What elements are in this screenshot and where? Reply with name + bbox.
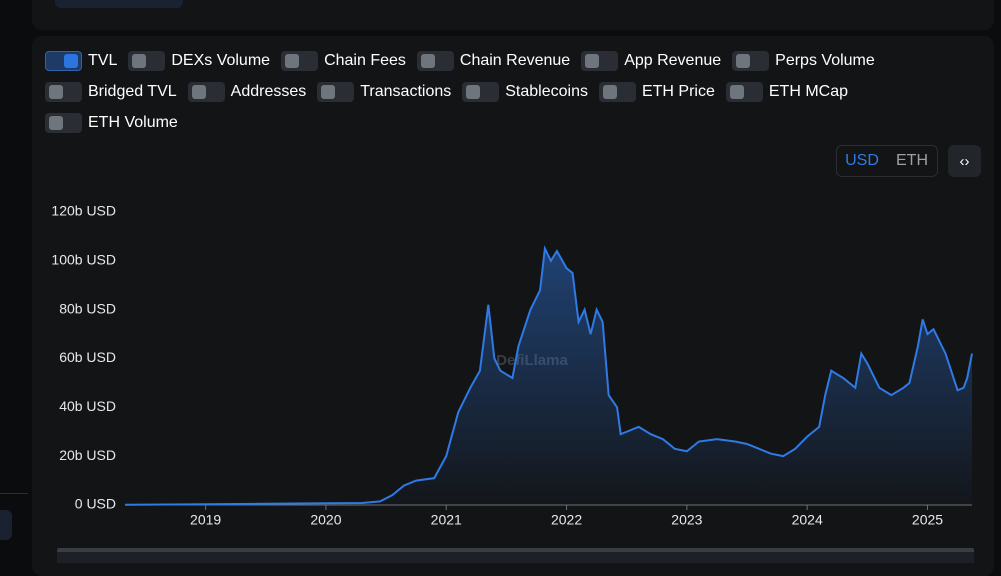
switch <box>581 51 619 71</box>
x-tick-label: 2023 <box>671 512 702 528</box>
toggle-label: Chain Fees <box>324 52 406 69</box>
switch-knob <box>729 85 744 99</box>
top-panel <box>32 0 994 30</box>
toggle-label: Transactions <box>360 83 452 100</box>
toggle[interactable]: App Revenue <box>581 50 721 72</box>
toggle-label: Stablecoins <box>505 83 588 100</box>
toggle-label: Perps Volume <box>775 52 875 69</box>
switch <box>317 82 355 102</box>
toggle-label: DEXs Volume <box>171 52 271 69</box>
switch-knob <box>49 85 63 99</box>
switch <box>45 51 82 71</box>
toggle-label: Chain Revenue <box>459 52 571 69</box>
range-track <box>57 552 974 563</box>
sidebar-divider <box>0 493 28 494</box>
switch <box>281 51 319 71</box>
toggle-label: Addresses <box>230 83 307 100</box>
toggle-label: ETH Volume <box>88 114 178 131</box>
y-tick-label: 100b USD <box>51 252 116 268</box>
toggle-label: ETH Price <box>641 83 715 100</box>
page: TVL DEXs Volume Chain Fees Chain Revenue App… <box>0 0 994 563</box>
switch-knob <box>736 54 751 68</box>
y-tick-label: 0 USD <box>75 496 116 512</box>
sidebar-item[interactable] <box>0 510 12 540</box>
toggle-label: App Revenue <box>624 52 722 69</box>
currency-option[interactable]: USD <box>845 152 879 169</box>
metric-toggles: TVL DEXs Volume Chain Fees Chain Revenue App… <box>45 50 885 134</box>
y-tick-label: 120b USD <box>51 203 116 219</box>
switch-knob <box>191 85 206 99</box>
switch <box>128 51 166 71</box>
switch-knob <box>602 85 617 99</box>
area <box>125 248 972 505</box>
x-tick-label: 2022 <box>551 512 582 528</box>
switch <box>725 82 763 102</box>
switch <box>45 113 82 133</box>
toggle[interactable]: ETH Volume <box>45 112 178 134</box>
x-tick-label: 2025 <box>912 512 943 528</box>
top-button[interactable] <box>55 0 183 8</box>
line <box>124 245 973 506</box>
toggle[interactable]: ETH Price <box>598 81 715 103</box>
toggle-label: ETH MCap <box>768 83 848 100</box>
toggle[interactable]: Chain Fees <box>281 50 406 72</box>
switch <box>732 51 770 71</box>
toggle[interactable]: DEXs Volume <box>128 50 270 72</box>
y-tick-label: 80b USD <box>59 300 116 316</box>
currency-switch: USD ETH <box>836 145 938 177</box>
toggle[interactable]: Addresses <box>187 81 307 103</box>
currency-option[interactable]: ETH <box>896 152 928 169</box>
y-tick-label: 40b USD <box>59 398 116 414</box>
switch-knob <box>64 54 78 68</box>
switch <box>187 82 225 102</box>
switch-knob <box>321 85 336 99</box>
switch-knob <box>585 54 600 68</box>
toggle-label: Bridged TVL <box>88 83 177 100</box>
x-tick-label: 2021 <box>431 512 462 528</box>
switch <box>416 51 454 71</box>
switch-knob <box>466 85 481 99</box>
y-tick-label: 20b USD <box>59 447 116 463</box>
toggle[interactable]: Stablecoins <box>462 81 588 103</box>
toggle[interactable]: Chain Revenue <box>416 50 571 72</box>
toggle[interactable]: ETH MCap <box>725 81 848 103</box>
x-tick-label: 2024 <box>792 512 823 528</box>
x-tick-label: 2020 <box>310 512 341 528</box>
switch-knob <box>132 54 147 68</box>
switch <box>462 82 500 102</box>
embed-button[interactable]: ‹› <box>948 145 981 177</box>
switch <box>598 82 636 102</box>
toggle[interactable]: TVL <box>45 50 117 72</box>
toggle-label: TVL <box>88 52 118 69</box>
switch-knob <box>285 54 300 68</box>
x-tick-label: 2019 <box>190 512 221 528</box>
switch-knob <box>420 54 435 68</box>
y-tick-label: 60b USD <box>59 349 116 365</box>
toggle[interactable]: Bridged TVL <box>45 81 177 103</box>
switch <box>45 82 82 102</box>
toggle[interactable]: Transactions <box>317 81 451 103</box>
switch-knob <box>49 116 63 130</box>
toggle[interactable]: Perps Volume <box>732 50 875 72</box>
